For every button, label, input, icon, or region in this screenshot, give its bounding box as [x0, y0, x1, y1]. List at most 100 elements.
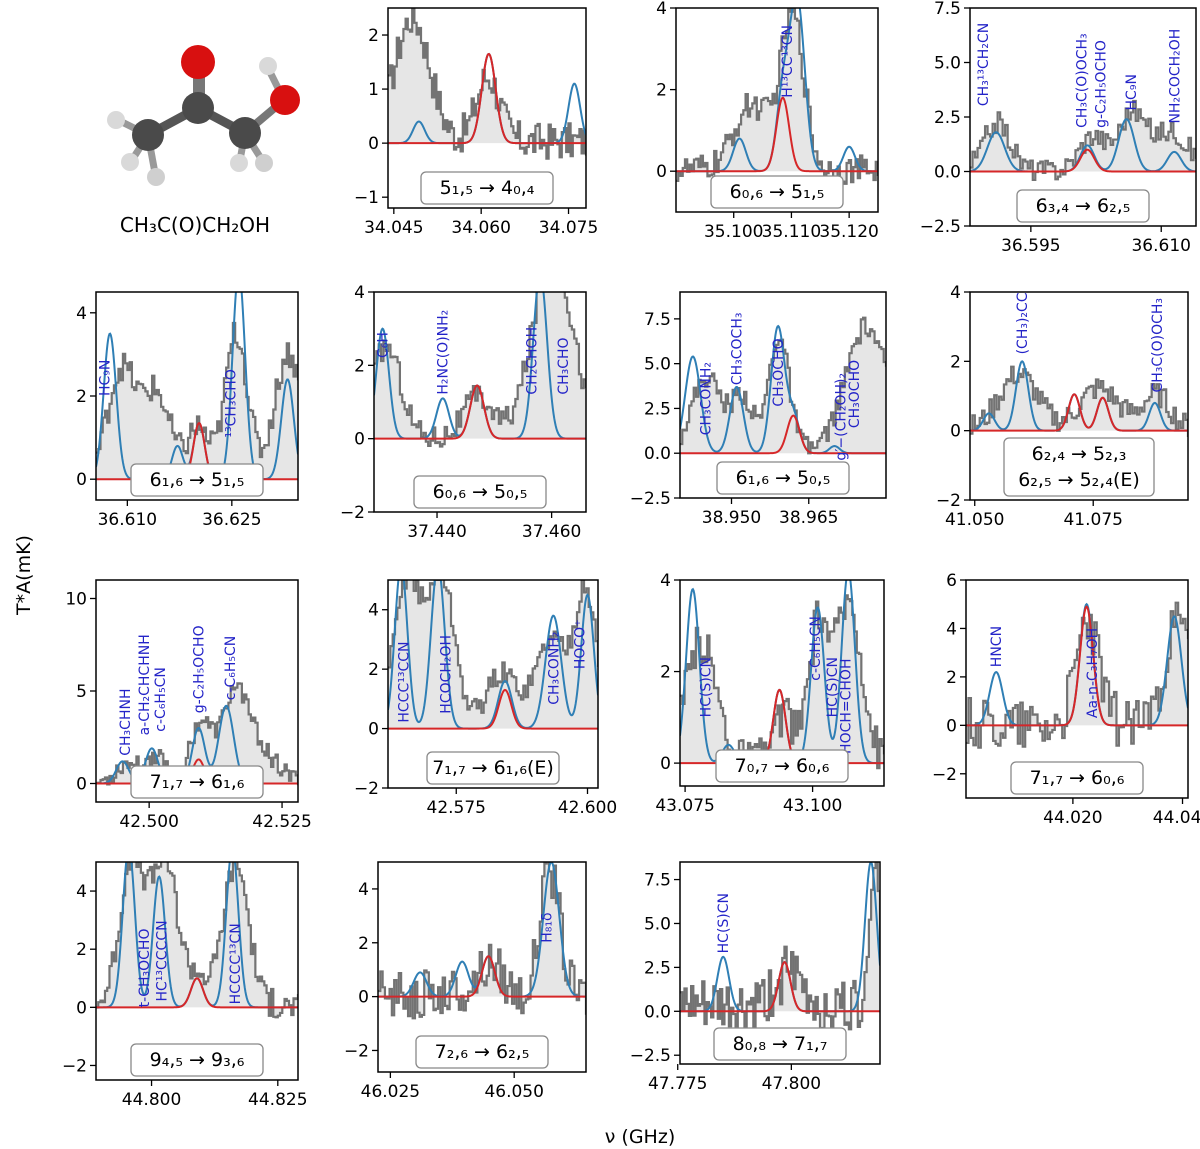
y-tick-label: 4: [660, 571, 671, 591]
y-tick-label: 0: [656, 162, 667, 182]
species-label: NH₂COCH₂OH: [1167, 29, 1183, 124]
model-target-species: [680, 414, 886, 455]
spectrum-panel: C₆H H₂NC(O)NH₂ CH₂CHOH CH₃CHO 37.440 37.460 −2…: [340, 283, 587, 542]
species-label: HOCH=CHOH: [839, 659, 855, 754]
y-tick-label: −2: [344, 1041, 369, 1061]
y-tick-label: 2: [358, 934, 369, 954]
panel-frame: [969, 291, 1189, 501]
x-tick-label: 44.020: [1043, 808, 1102, 828]
y-tick-label: 2: [368, 660, 379, 680]
x-tick-label: 42.500: [119, 812, 178, 832]
x-tick-label: 44.040: [1153, 808, 1200, 828]
y-axis-label: T*A(mK): [13, 535, 35, 616]
x-tick-label: 46.025: [361, 1082, 420, 1102]
species-label: c-C₆H₅CN: [808, 616, 824, 681]
y-tick-label: 4: [946, 619, 957, 639]
x-tick-label: 36.610: [1131, 236, 1190, 256]
y-tick-label: 2.5: [644, 399, 671, 419]
y-tick-label: −2: [354, 779, 379, 799]
transition-label: 7₀,₇ → 6₀,₆: [735, 755, 830, 777]
transition-label-box: [415, 1035, 549, 1069]
y-tick-label: −2: [340, 503, 365, 523]
y-tick-label: −2: [932, 765, 957, 785]
species-label: CH₃OCHO: [847, 360, 863, 428]
species-label: g-C₂H₅OCHO: [1093, 40, 1109, 128]
observed-spectrum: [388, 580, 598, 714]
y-tick-label: 2: [950, 352, 961, 372]
x-tick-label: 47.775: [648, 1074, 707, 1094]
x-tick-label: 36.610: [98, 510, 157, 530]
species-label: c-C₆H₅CN: [223, 636, 239, 701]
species-label: HCCCC¹³CN: [228, 923, 244, 1004]
spectrum-panel: HCCC¹³CCN HCOCH₂OH CH₃CONH₂ HOCO⁺ 42.575 42.6…: [354, 579, 617, 818]
y-tick-label: 2: [76, 387, 87, 407]
transition-label: 6₂,₄ → 5₂,₃: [1032, 443, 1127, 465]
species-label: HCOCH₂OH: [439, 635, 455, 714]
transition-label: 9₄,₅ → 9₃,₆: [150, 1049, 245, 1071]
y-tick-label: −1: [354, 188, 379, 208]
model-target-species: [374, 384, 586, 440]
transition-label: 8₀,₈ → 7₁,₇: [733, 1033, 828, 1055]
y-tick-label: 5.0: [644, 914, 671, 934]
species-label: CH₃¹³CH₂CN: [976, 23, 992, 106]
molecule-illustration: [107, 45, 300, 186]
species-label: (CH₃)₂CCH₂: [1015, 276, 1031, 354]
species-label: g-C₂H₅OCHO: [192, 625, 208, 713]
model-target-species: [680, 961, 880, 1013]
species-label: H₈₁δ: [539, 912, 555, 942]
observed-spectrum: [378, 862, 586, 1020]
y-tick-label: 2.5: [934, 108, 961, 128]
x-axis-label: ν (GHz): [605, 1126, 675, 1148]
species-label: HC₉N: [1124, 74, 1140, 110]
y-tick-label: 4: [358, 880, 369, 900]
species-label: CH₃CHNH: [118, 689, 134, 756]
observed-fill: [96, 323, 298, 480]
y-tick-label: −2.5: [630, 489, 671, 509]
model-target-species: [970, 393, 1188, 432]
y-tick-label: 0: [358, 988, 369, 1008]
transition-label-box: [716, 461, 850, 495]
transition-label: 5₁,₅ → 4₀,₄: [440, 177, 535, 199]
y-tick-label: 0: [368, 720, 379, 740]
species-label: HCCC¹³CCN: [397, 642, 413, 723]
x-tick-label: 47.800: [762, 1074, 821, 1094]
species-label: HC(S)CN: [699, 657, 715, 717]
x-tick-label: 37.460: [522, 522, 581, 542]
transition-label-box: [1003, 437, 1155, 497]
y-tick-label: 1: [368, 80, 379, 100]
species-label: H₂NC(O)NH₂: [436, 310, 452, 395]
species-label: CH₃CHO: [556, 337, 572, 394]
y-tick-label: 2.5: [644, 958, 671, 978]
y-tick-label: 0: [76, 775, 87, 795]
species-label: CH₃CONH₂: [546, 631, 562, 704]
transition-label: 6₁,₆ → 5₀,₅: [736, 467, 831, 489]
x-tick-label: 44.800: [122, 1090, 181, 1110]
spectrum-panel: t-CH₃OCHO HC¹³CCCCN HCCCC¹³CN 44.800 44.825 −…: [62, 861, 308, 1110]
x-tick-label: 43.100: [783, 796, 842, 816]
species-label: HC(S)CN: [716, 893, 732, 953]
x-tick-label: 43.075: [655, 796, 714, 816]
y-tick-label: 10: [65, 590, 87, 610]
y-tick-label: 2: [354, 356, 365, 376]
species-label: CH₂CHOH: [525, 327, 541, 395]
y-tick-label: 0: [950, 422, 961, 442]
panel-frame: [679, 579, 885, 787]
panel-frame: [679, 861, 881, 1065]
transition-label-box: [130, 1043, 264, 1077]
model-target-species: [680, 688, 884, 765]
transition-label-box: [420, 171, 554, 205]
y-tick-label: 4: [76, 882, 87, 902]
y-tick-label: 2: [656, 81, 667, 101]
observed-fill: [970, 366, 1188, 437]
y-tick-label: 7.5: [934, 0, 961, 19]
x-tick-label: 37.440: [407, 522, 466, 542]
x-tick-label: 41.050: [945, 510, 1004, 530]
transition-label-box: [426, 751, 560, 785]
y-tick-label: −2.5: [630, 1046, 671, 1066]
x-tick-label: 46.050: [484, 1082, 543, 1102]
y-tick-label: 2: [76, 940, 87, 960]
transition-label-box: [715, 749, 849, 783]
observed-spectrum: [680, 862, 880, 1034]
